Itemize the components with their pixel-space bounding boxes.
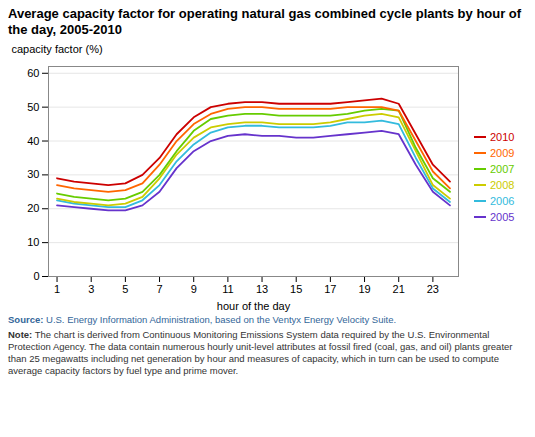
svg-text:19: 19	[358, 283, 370, 295]
svg-text:15: 15	[290, 283, 302, 295]
html-text:2005: 2005	[490, 211, 515, 223]
html-text:2006: 2006	[490, 195, 515, 207]
svg-text:20: 20	[27, 202, 39, 214]
svg-text:3: 3	[88, 283, 94, 295]
html-text:2010: 2010	[490, 131, 515, 143]
svg-text:10: 10	[27, 236, 39, 248]
svg-text:60: 60	[27, 67, 39, 79]
svg-text:13: 13	[256, 283, 268, 295]
svg-text:1: 1	[54, 283, 60, 295]
html-text:Source: U.S. Energy Informatio: Source: U.S. Energy Information Administ…	[8, 314, 397, 325]
svg-text:7: 7	[156, 283, 162, 295]
svg-text:50: 50	[27, 101, 39, 113]
svg-text:23: 23	[427, 283, 439, 295]
html-text:2009: 2009	[490, 147, 515, 159]
svg-text:40: 40	[27, 135, 39, 147]
svg-text:21: 21	[393, 283, 405, 295]
html-text:2008: 2008	[490, 179, 515, 191]
svg-text:11: 11	[222, 283, 233, 295]
html-text:2007: 2007	[490, 163, 515, 175]
svg-text:9: 9	[191, 283, 197, 295]
html-text:Note: The chart is derived fro: Note: The chart is derived from Continuo…	[8, 329, 513, 376]
svg-text:capacity factor (%): capacity factor (%)	[12, 43, 103, 55]
svg-text:5: 5	[122, 283, 128, 295]
svg-text:0: 0	[33, 270, 39, 282]
svg-text:30: 30	[27, 168, 39, 180]
svg-text:17: 17	[324, 283, 336, 295]
html-text:Average capacity factor for op: Average capacity factor for operating na…	[8, 6, 522, 37]
svg-text:hour of the day: hour of the day	[217, 300, 291, 312]
